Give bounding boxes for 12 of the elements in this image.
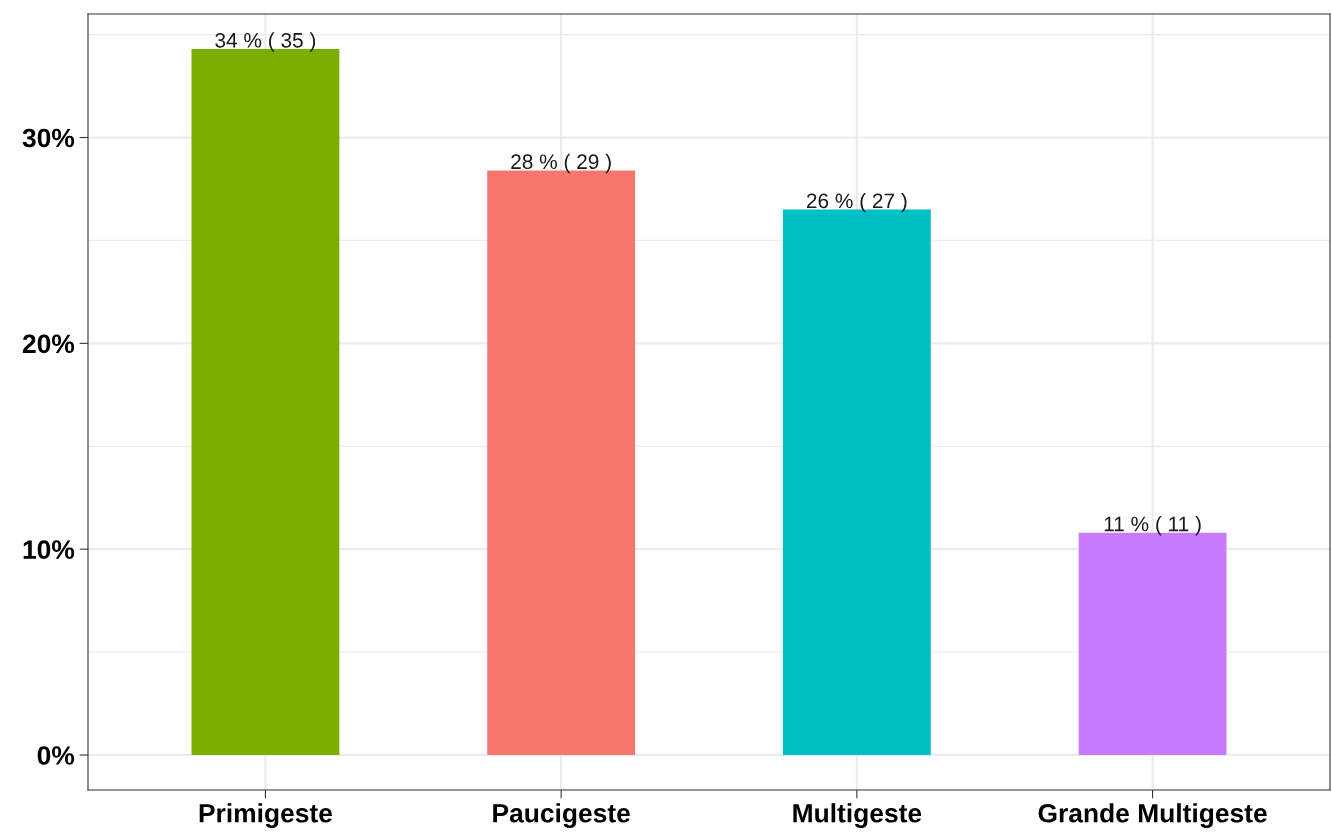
- x-tick-label: Multigeste: [793, 803, 922, 828]
- y-tick-label: 0%: [37, 746, 75, 765]
- x-tick-label: Grande Multigeste: [1038, 803, 1267, 828]
- y-tick-label: 30%: [22, 128, 75, 148]
- y-tick-label: 10%: [23, 540, 75, 559]
- data-label: 28 % ( 29 ): [511, 153, 611, 174]
- y-tick-label: 20%: [22, 334, 75, 354]
- data-label: 11 % ( 11 ): [1104, 516, 1201, 536]
- x-tick-label: Primigeste: [199, 803, 332, 828]
- x-tick-label: Paucigeste: [493, 803, 630, 828]
- data-label: 34 % ( 35 ): [215, 32, 316, 52]
- data-label: 26 % ( 27 ): [806, 192, 907, 213]
